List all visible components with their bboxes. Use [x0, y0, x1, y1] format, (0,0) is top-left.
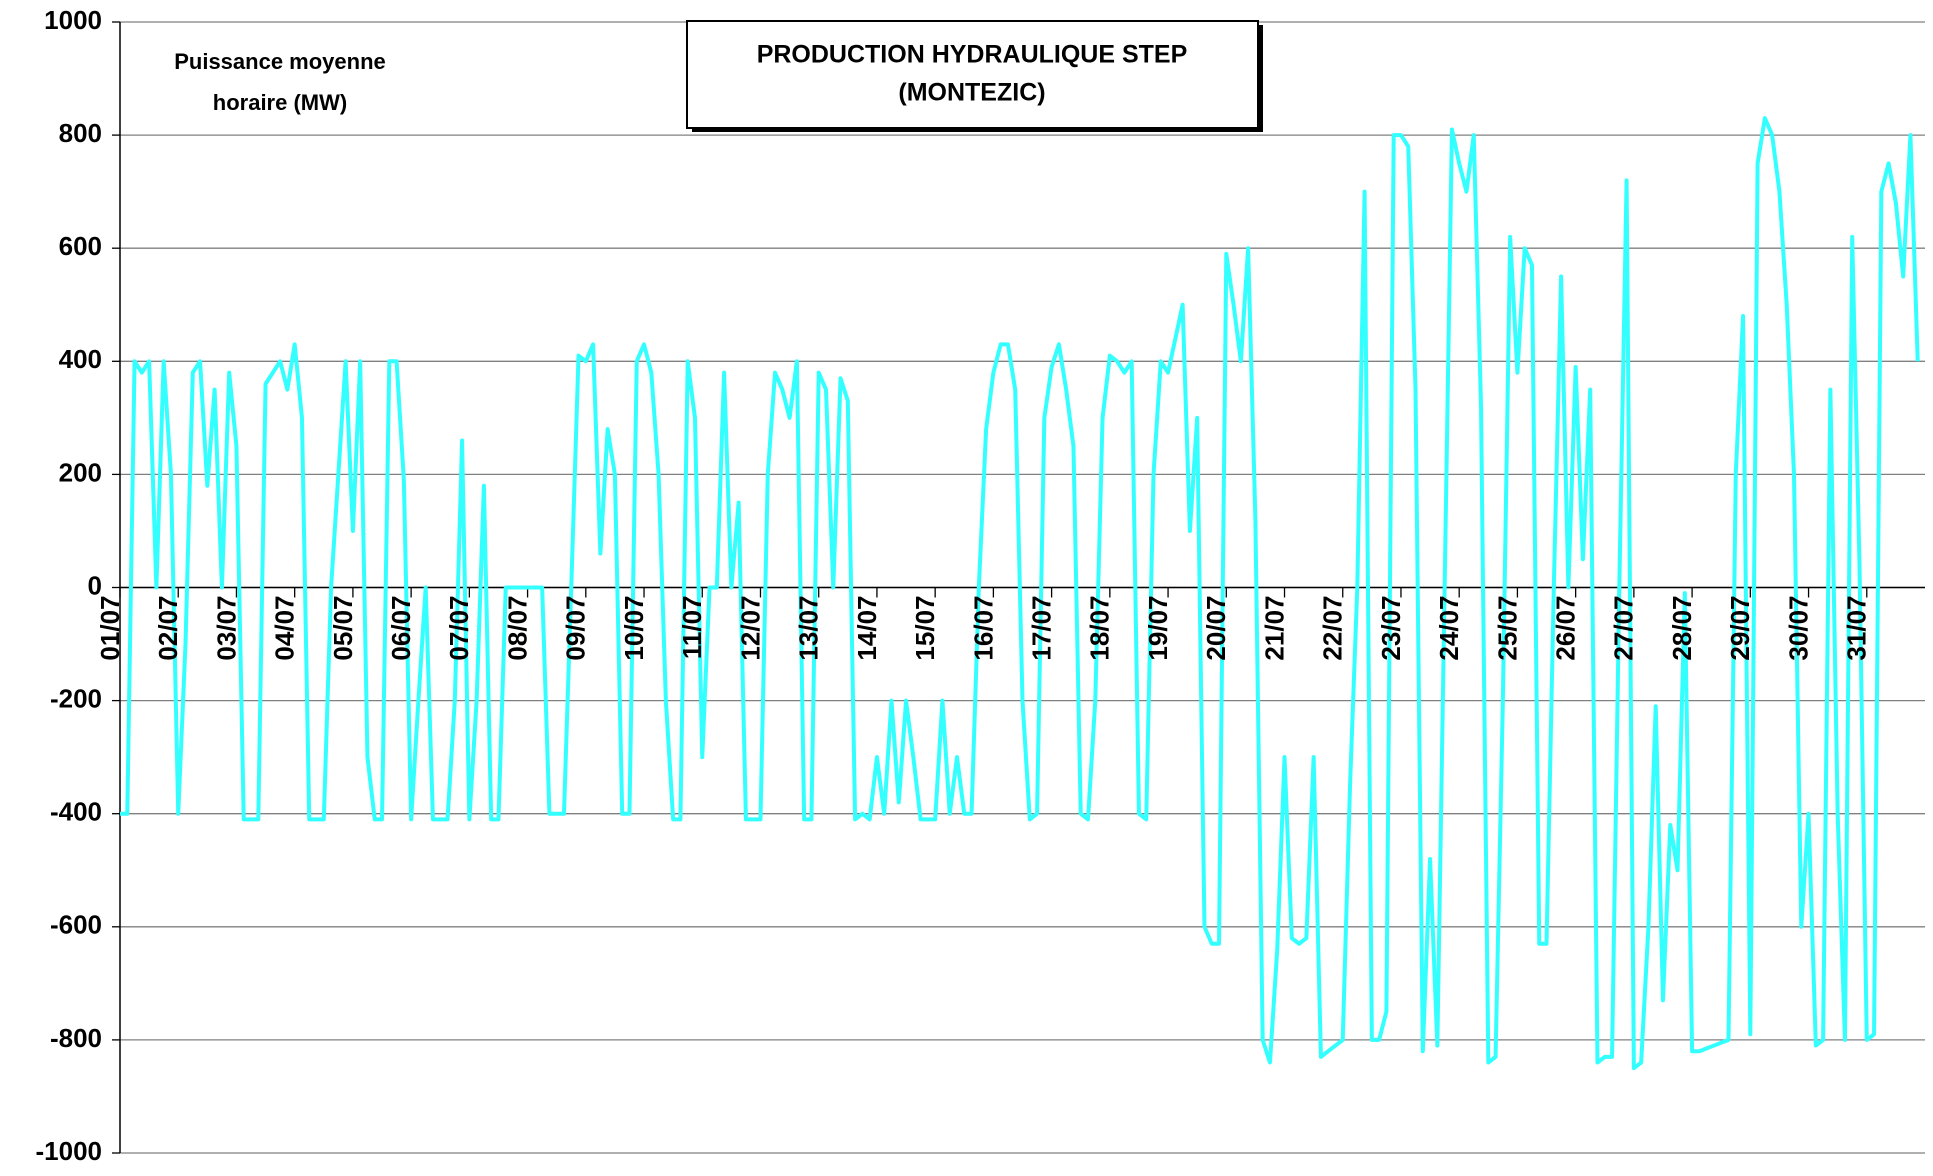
- x-tick-label: 19/07: [1143, 596, 1173, 661]
- x-tick-label: 15/07: [910, 596, 940, 661]
- y-tick-label: -200: [50, 683, 102, 713]
- x-tick-label: 31/07: [1842, 596, 1872, 661]
- chart-title: PRODUCTION HYDRAULIQUE STEP: [757, 41, 1188, 69]
- x-tick-label: 29/07: [1725, 596, 1755, 661]
- x-tick-label: 13/07: [794, 596, 824, 661]
- y-tick-label: -600: [50, 910, 102, 940]
- x-tick-label: 20/07: [1201, 596, 1231, 661]
- x-tick-label: 14/07: [852, 596, 882, 661]
- x-tick-label: 07/07: [444, 596, 474, 661]
- x-tick-label: 22/07: [1318, 596, 1348, 661]
- x-tick-label: 01/07: [95, 596, 125, 661]
- x-tick-label: 12/07: [735, 596, 765, 661]
- x-tick-label: 02/07: [153, 596, 183, 661]
- title-box: [686, 20, 1259, 129]
- marks-layer: [120, 116, 1920, 1071]
- y-tick-label: 0: [88, 570, 102, 600]
- x-tick-label: 26/07: [1551, 596, 1581, 661]
- x-tick-label: 27/07: [1609, 596, 1639, 661]
- y-tick-label: 200: [59, 457, 102, 487]
- grid-layer: [112, 21, 1925, 1154]
- y-tick-label: 400: [59, 344, 102, 374]
- x-tick-label: 23/07: [1376, 596, 1406, 661]
- x-tick-label: 16/07: [968, 596, 998, 661]
- x-tick-label: 03/07: [211, 596, 241, 661]
- y-axis-label: horaire (MW): [213, 90, 347, 115]
- x-tick-label: 10/07: [619, 596, 649, 661]
- data-line: [120, 116, 1920, 1071]
- x-tick-label: 09/07: [561, 596, 591, 661]
- y-tick-label: 600: [59, 231, 102, 261]
- x-tick-label: 28/07: [1667, 596, 1697, 661]
- x-tick-label: 04/07: [270, 596, 300, 661]
- y-tick-label: 800: [59, 118, 102, 148]
- x-tick-label: 24/07: [1434, 596, 1464, 661]
- x-tick-label: 08/07: [502, 596, 532, 661]
- y-tick-label: 1000: [44, 5, 102, 35]
- chart-title: (MONTEZIC): [898, 79, 1045, 107]
- x-tick-label: 11/07: [677, 596, 707, 660]
- y-tick-label: -400: [50, 797, 102, 827]
- y-tick-label: -1000: [36, 1136, 103, 1166]
- x-tick-label: 30/07: [1783, 596, 1813, 661]
- x-tick-label: 18/07: [1085, 596, 1115, 661]
- x-tick-label: 25/07: [1492, 596, 1522, 661]
- y-tick-label: -800: [50, 1023, 102, 1053]
- x-tick-label: 17/07: [1026, 596, 1056, 661]
- x-tick-label: 21/07: [1259, 596, 1289, 661]
- x-tick-label: 06/07: [386, 596, 416, 661]
- y-axis-label: Puissance moyenne: [174, 49, 386, 74]
- x-tick-label: 05/07: [328, 596, 358, 661]
